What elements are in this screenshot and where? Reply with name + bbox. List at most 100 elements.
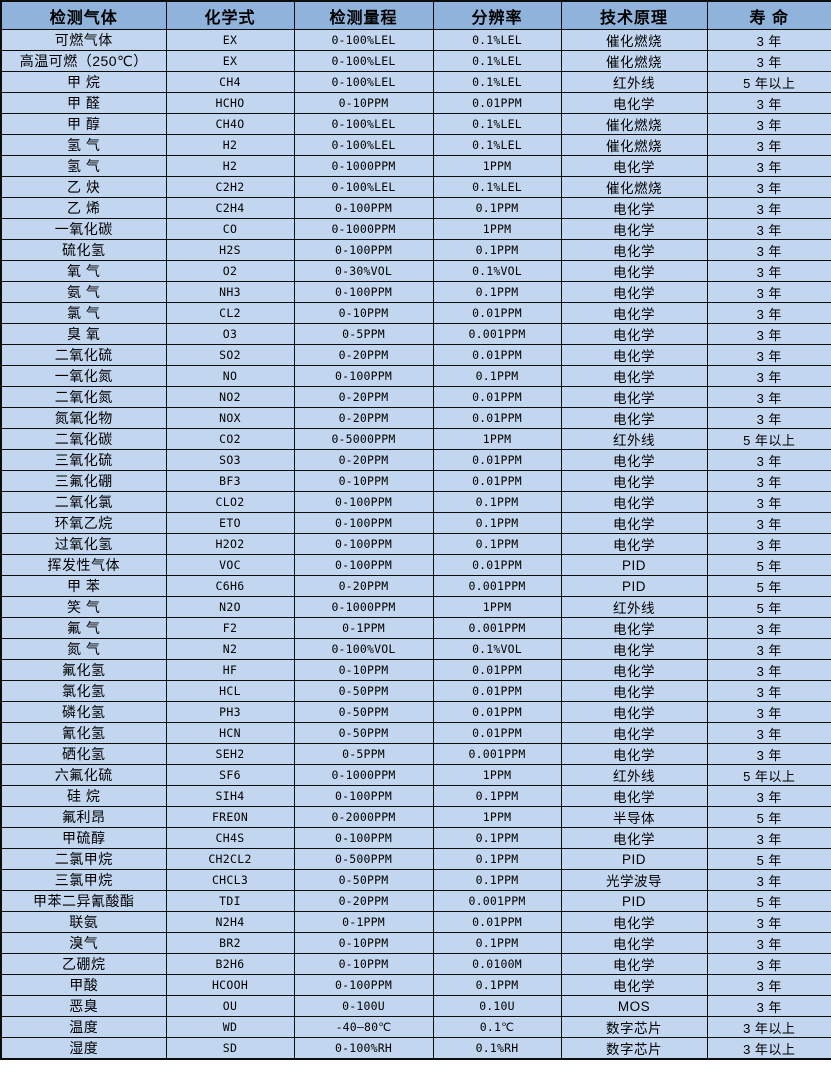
cell-formula: H2S	[165, 239, 295, 261]
cell-resolution: 0.1%LEL	[432, 50, 562, 72]
cell-lifespan: 3 年	[706, 344, 831, 366]
cell-lifespan: 5 年以上	[706, 764, 831, 786]
cell-formula: H2	[165, 155, 295, 177]
cell-resolution: 1PPM	[432, 806, 562, 828]
cell-lifespan: 5 年	[706, 806, 831, 828]
cell-range: 0-100%VOL	[293, 638, 434, 660]
table-row: 氟 气 F2 0-1PPM 0.001PPM 电化学 3 年	[0, 617, 831, 639]
cell-lifespan: 3 年	[706, 722, 831, 744]
cell-gas: 氰化氢	[0, 722, 167, 744]
cell-range: 0-1000PPM	[293, 155, 434, 177]
column-header-resolution: 分辨率	[432, 0, 562, 30]
table-row: 臭 氧 O3 0-5PPM 0.001PPM 电化学 3 年	[0, 323, 831, 345]
cell-technology: 红外线	[560, 428, 708, 450]
cell-formula: CHCL3	[165, 869, 295, 891]
table-row: 过氧化氢 H2O2 0-100PPM 0.1PPM 电化学 3 年	[0, 533, 831, 555]
cell-formula: CL2	[165, 302, 295, 324]
cell-technology: 数字芯片	[560, 1037, 708, 1060]
cell-range: 0-100U	[293, 995, 434, 1017]
cell-lifespan: 3 年以上	[706, 1016, 831, 1038]
cell-lifespan: 3 年	[706, 365, 831, 387]
table-row: 乙硼烷 B2H6 0-10PPM 0.0100M 电化学 3 年	[0, 953, 831, 975]
cell-resolution: 1PPM	[432, 764, 562, 786]
cell-resolution: 0.1PPM	[432, 512, 562, 534]
cell-formula: NO2	[165, 386, 295, 408]
cell-technology: 红外线	[560, 764, 708, 786]
column-header-gas: 检测气体	[0, 0, 167, 30]
cell-gas: 甲 醛	[0, 92, 167, 114]
table-row: 甲 烷 CH4 0-100%LEL 0.1%LEL 红外线 5 年以上	[0, 71, 831, 93]
cell-technology: 电化学	[560, 491, 708, 513]
cell-gas: 甲 烷	[0, 71, 167, 93]
cell-gas: 二氧化氯	[0, 491, 167, 513]
cell-resolution: 0.1PPM	[432, 239, 562, 261]
cell-range: 0-10PPM	[293, 932, 434, 954]
cell-technology: PID	[560, 890, 708, 912]
cell-range: 0-100PPM	[293, 239, 434, 261]
table-row: 环氧乙烷 ETO 0-100PPM 0.1PPM 电化学 3 年	[0, 512, 831, 534]
cell-gas: 过氧化氢	[0, 533, 167, 555]
cell-range: 0-1000PPM	[293, 218, 434, 240]
cell-technology: 电化学	[560, 155, 708, 177]
table-row: 二氯甲烷 CH2CL2 0-500PPM 0.1PPM PID 5 年	[0, 848, 831, 870]
cell-lifespan: 3 年	[706, 176, 831, 198]
cell-resolution: 0.01PPM	[432, 701, 562, 723]
cell-formula: NOX	[165, 407, 295, 429]
cell-lifespan: 3 年	[706, 617, 831, 639]
cell-resolution: 0.1PPM	[432, 932, 562, 954]
cell-lifespan: 3 年	[706, 407, 831, 429]
cell-resolution: 0.1%VOL	[432, 638, 562, 660]
cell-resolution: 0.01PPM	[432, 470, 562, 492]
cell-lifespan: 5 年	[706, 554, 831, 576]
cell-gas: 氢 气	[0, 155, 167, 177]
cell-gas: 氯 气	[0, 302, 167, 324]
cell-formula: HF	[165, 659, 295, 681]
cell-formula: B2H6	[165, 953, 295, 975]
cell-range: 0-20PPM	[293, 575, 434, 597]
cell-gas: 二氧化氮	[0, 386, 167, 408]
cell-gas: 硅 烷	[0, 785, 167, 807]
cell-range: 0-20PPM	[293, 449, 434, 471]
cell-range: 0-20PPM	[293, 344, 434, 366]
cell-gas: 乙硼烷	[0, 953, 167, 975]
table-row: 一氧化碳 CO 0-1000PPM 1PPM 电化学 3 年	[0, 218, 831, 240]
cell-range: 0-1000PPM	[293, 596, 434, 618]
cell-technology: 电化学	[560, 197, 708, 219]
cell-gas: 磷化氢	[0, 701, 167, 723]
cell-lifespan: 3 年	[706, 302, 831, 324]
cell-technology: 红外线	[560, 596, 708, 618]
column-header-range: 检测量程	[293, 0, 434, 30]
cell-technology: PID	[560, 554, 708, 576]
cell-range: 0-20PPM	[293, 890, 434, 912]
cell-formula: CH2CL2	[165, 848, 295, 870]
cell-resolution: 0.1%LEL	[432, 29, 562, 51]
cell-range: 0-100%LEL	[293, 29, 434, 51]
cell-technology: 电化学	[560, 932, 708, 954]
cell-range: 0-1PPM	[293, 911, 434, 933]
cell-lifespan: 3 年	[706, 743, 831, 765]
cell-resolution: 0.1PPM	[432, 785, 562, 807]
cell-gas: 臭 氧	[0, 323, 167, 345]
cell-range: 0-20PPM	[293, 407, 434, 429]
cell-gas: 甲硫醇	[0, 827, 167, 849]
cell-range: 0-2000PPM	[293, 806, 434, 828]
cell-formula: PH3	[165, 701, 295, 723]
cell-resolution: 1PPM	[432, 596, 562, 618]
cell-resolution: 0.1%LEL	[432, 134, 562, 156]
cell-lifespan: 3 年	[706, 911, 831, 933]
cell-gas: 硫化氢	[0, 239, 167, 261]
cell-formula: SD	[165, 1037, 295, 1060]
table-row: 氮氧化物 NOX 0-20PPM 0.01PPM 电化学 3 年	[0, 407, 831, 429]
cell-lifespan: 3 年	[706, 239, 831, 261]
cell-formula: H2	[165, 134, 295, 156]
cell-lifespan: 5 年	[706, 848, 831, 870]
cell-technology: 电化学	[560, 680, 708, 702]
cell-resolution: 0.1PPM	[432, 533, 562, 555]
cell-technology: 电化学	[560, 218, 708, 240]
cell-resolution: 0.1PPM	[432, 365, 562, 387]
cell-range: -40—80℃	[293, 1016, 434, 1038]
cell-formula: CH4S	[165, 827, 295, 849]
cell-range: 0-30%VOL	[293, 260, 434, 282]
cell-technology: 电化学	[560, 911, 708, 933]
